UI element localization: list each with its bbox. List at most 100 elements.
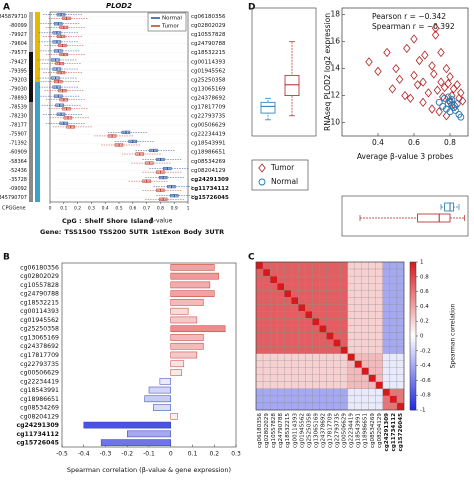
point	[413, 80, 422, 90]
cell	[347, 275, 355, 284]
x-tick-label: cg02802029	[264, 413, 270, 449]
bar	[127, 430, 171, 438]
coordinate-label: -79577	[9, 50, 27, 56]
cell	[262, 381, 271, 389]
cell	[340, 325, 348, 333]
cell	[333, 346, 341, 354]
cell	[277, 283, 285, 291]
cell	[361, 360, 369, 368]
cell	[326, 261, 334, 270]
x-tick-label: 1	[187, 206, 190, 212]
coordinate-label: -79427	[9, 59, 27, 65]
cell	[340, 367, 348, 375]
colorbar-step	[410, 341, 416, 346]
cell	[361, 311, 369, 319]
cell	[389, 360, 398, 368]
colorbar-step	[410, 398, 416, 402]
cell	[368, 297, 376, 305]
cell	[382, 346, 391, 354]
cell	[277, 381, 285, 389]
cell	[382, 268, 391, 277]
cell	[269, 318, 278, 326]
cell	[291, 346, 299, 354]
x-axis-label: Average β-value 3 probes	[357, 152, 453, 161]
cell	[354, 318, 362, 326]
cell	[354, 283, 362, 291]
point	[444, 78, 452, 89]
cell	[312, 402, 320, 411]
cell	[347, 339, 355, 347]
x-tick-label: 0.8	[444, 138, 456, 147]
colorbar-step	[410, 267, 416, 272]
cell	[396, 332, 405, 340]
cell	[333, 318, 341, 326]
cell	[333, 332, 341, 340]
cell	[291, 395, 299, 404]
legend-title: CpG :	[62, 217, 82, 225]
cell	[361, 374, 369, 382]
cell	[305, 325, 313, 333]
cell	[361, 346, 369, 354]
cell	[284, 381, 292, 389]
annotation-label: CPGGene	[2, 206, 26, 212]
cell	[389, 275, 398, 284]
x-tick-label: cg24790788	[278, 413, 284, 449]
cell	[269, 311, 278, 319]
cell	[333, 311, 341, 319]
x-tick-label: 0.9	[171, 206, 178, 212]
cell	[305, 290, 313, 298]
cell	[361, 395, 369, 404]
point	[419, 77, 427, 87]
cell	[333, 268, 341, 277]
cell	[277, 346, 285, 354]
cell	[269, 381, 278, 389]
cell	[368, 346, 376, 354]
cell	[312, 332, 320, 340]
cell	[368, 353, 376, 361]
cell	[255, 268, 264, 277]
cell	[347, 268, 355, 277]
cell	[333, 374, 341, 382]
cell	[354, 275, 362, 284]
colorbar-step	[410, 321, 416, 325]
cell	[333, 290, 341, 298]
cell	[326, 388, 334, 397]
probe-label: cg24378692	[191, 95, 226, 101]
cell	[340, 374, 348, 382]
x-axis-label: β-value	[150, 218, 173, 225]
colorbar-step	[410, 309, 416, 313]
cell	[305, 374, 313, 382]
cell	[389, 339, 398, 347]
point	[430, 69, 438, 79]
cell	[277, 332, 285, 340]
colorbar-step	[410, 359, 416, 363]
cell	[269, 332, 278, 340]
coordinate-label: -79030	[9, 86, 27, 92]
panel-label: D	[248, 3, 255, 13]
colorbar-step	[410, 386, 416, 390]
cell	[347, 388, 355, 397]
cell	[375, 367, 383, 375]
cell	[375, 290, 383, 298]
cell	[389, 332, 398, 340]
cell	[269, 325, 278, 333]
cell	[312, 388, 320, 397]
cell	[312, 261, 320, 270]
x-tick-label: cg11734112	[391, 413, 397, 452]
cell	[375, 311, 383, 319]
y-tick-label: cg02802029	[20, 273, 59, 280]
colorbar-step	[410, 380, 416, 384]
cell	[269, 290, 278, 298]
cell	[298, 360, 306, 368]
cell	[312, 381, 320, 389]
cell	[305, 318, 313, 326]
x-tick-label: cg25250358	[306, 413, 312, 449]
cell	[368, 388, 376, 397]
cell	[312, 275, 320, 284]
cell	[375, 275, 383, 284]
x-tick-label: 0.7	[143, 206, 150, 212]
cell	[255, 402, 264, 411]
cell	[291, 388, 299, 397]
colorbar-step	[410, 312, 416, 316]
